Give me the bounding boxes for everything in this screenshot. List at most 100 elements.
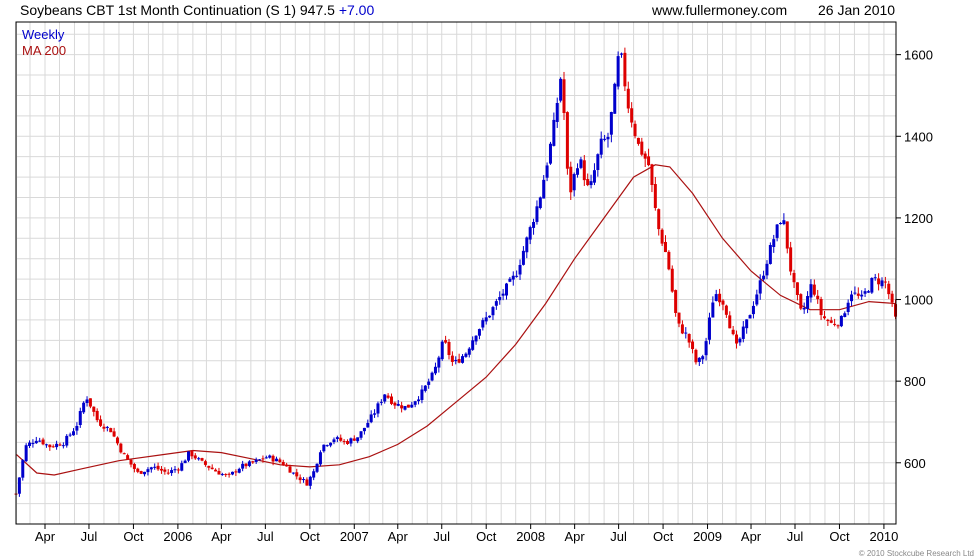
- candle-body: [187, 451, 191, 461]
- y-tick-label: 1000: [904, 293, 933, 308]
- site-label[interactable]: www.fullermoney.com: [652, 2, 788, 18]
- candle-body: [785, 221, 789, 249]
- x-tick-label: Apr: [741, 529, 762, 544]
- candle-body: [291, 472, 295, 474]
- candle-body: [562, 79, 566, 114]
- candle-body: [667, 251, 671, 270]
- candle-body: [498, 297, 502, 301]
- candle-body: [724, 305, 728, 315]
- candle-body: [559, 78, 563, 101]
- candle-body: [163, 469, 167, 472]
- candle-body: [714, 294, 718, 301]
- candle-body: [102, 426, 106, 429]
- candle-body: [325, 445, 329, 447]
- candle-body: [802, 307, 806, 310]
- candle-body: [261, 458, 265, 460]
- candle-body: [704, 341, 708, 356]
- candle-body: [285, 464, 289, 467]
- candle-body: [613, 83, 617, 114]
- candle-body: [643, 153, 647, 159]
- candle-body: [751, 305, 755, 315]
- candle-body: [758, 280, 762, 294]
- candle-body: [173, 469, 177, 471]
- candle-body: [620, 53, 624, 55]
- candle-body: [603, 138, 607, 140]
- candle-body: [200, 458, 204, 461]
- candle-body: [410, 404, 414, 408]
- candle-body: [481, 320, 485, 328]
- candle-body: [555, 102, 559, 122]
- candle-body: [274, 458, 278, 462]
- candle-body: [450, 355, 454, 362]
- candle-body: [72, 431, 76, 436]
- candle-body: [565, 112, 569, 169]
- candle-body: [728, 315, 732, 329]
- candle-body: [461, 356, 465, 363]
- candle-body: [132, 464, 136, 469]
- candle-body: [677, 312, 681, 324]
- candle-body: [342, 440, 346, 442]
- candle-body: [247, 461, 251, 466]
- candle-body: [745, 319, 749, 329]
- x-tick-label: Oct: [653, 529, 674, 544]
- candle-body: [78, 411, 82, 426]
- candle-body: [697, 357, 701, 362]
- candle-body: [680, 324, 684, 334]
- candle-body: [149, 467, 153, 470]
- candle-body: [792, 272, 796, 283]
- x-tick-label: Jul: [81, 529, 98, 544]
- candle-body: [322, 444, 326, 452]
- candle-body: [237, 468, 241, 473]
- candle-body: [592, 170, 596, 183]
- candle-body: [281, 461, 285, 466]
- candle-body: [129, 459, 133, 465]
- candle-body: [159, 468, 163, 471]
- ma-200-path: [16, 164, 897, 476]
- candle-body: [386, 395, 390, 398]
- candle-body: [762, 275, 766, 280]
- candle-body: [765, 263, 769, 276]
- candle-body: [227, 473, 231, 475]
- candle-body: [99, 419, 103, 426]
- candle-body: [579, 159, 583, 168]
- candle-body: [853, 292, 857, 294]
- candle-body: [806, 296, 810, 309]
- candle-body: [633, 123, 637, 137]
- candle-body: [75, 425, 79, 431]
- candle-body: [82, 402, 86, 413]
- candle-body: [504, 283, 508, 296]
- candle-body: [691, 341, 695, 350]
- candle-body: [58, 444, 62, 446]
- candle-body: [582, 160, 586, 181]
- candle-body: [511, 275, 515, 280]
- candle-body: [596, 154, 600, 171]
- candle-body: [61, 445, 65, 447]
- candle-body: [423, 385, 427, 391]
- candle-body: [278, 459, 282, 462]
- candle-body: [389, 396, 393, 404]
- candle-body: [315, 463, 319, 472]
- candle-body: [217, 470, 221, 475]
- y-tick-label: 1200: [904, 211, 933, 226]
- candle-body: [474, 335, 478, 342]
- candle-body: [339, 437, 343, 441]
- candle-body: [870, 278, 874, 293]
- candle-body: [376, 403, 380, 414]
- candle-body: [447, 341, 451, 356]
- candle-body: [532, 221, 536, 228]
- candle-body: [17, 477, 21, 494]
- candle-body: [768, 244, 772, 264]
- candle-body: [866, 291, 870, 293]
- candle-body: [420, 389, 424, 401]
- candle-body: [836, 325, 840, 327]
- candle-body: [772, 239, 776, 248]
- y-axis: 600 800 1000 1200 1400 1600: [896, 48, 933, 471]
- candle-body: [146, 469, 150, 473]
- candle-body: [819, 299, 823, 316]
- candle-body: [701, 356, 705, 360]
- candle-body: [782, 220, 786, 225]
- candle-body: [119, 443, 123, 453]
- candle-body: [180, 463, 184, 471]
- candle-body: [640, 141, 644, 155]
- candle-body: [538, 197, 542, 209]
